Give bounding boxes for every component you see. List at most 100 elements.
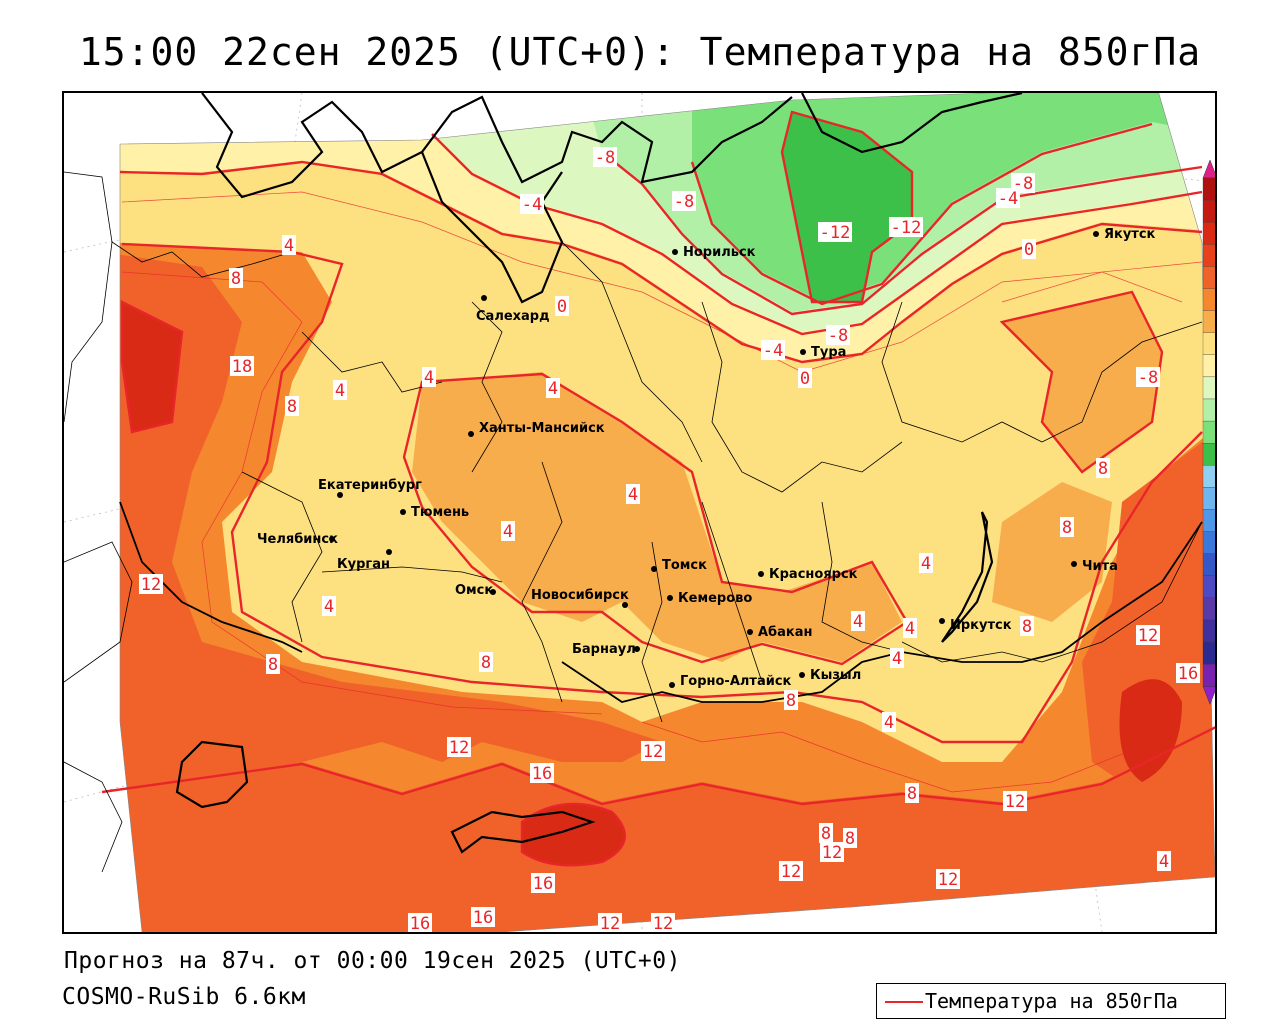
colorbar-swatch: [1202, 266, 1215, 289]
city-label: Курган: [337, 557, 390, 572]
isotherm-label-bg: [1136, 625, 1160, 645]
isotherm-label: 4: [628, 485, 638, 505]
colorbar-swatch: [1202, 244, 1215, 267]
city-label: Новосибирск: [531, 588, 629, 603]
city-dot: [468, 431, 474, 437]
isotherm-label-bg: [531, 873, 555, 893]
city-label: Абакан: [758, 625, 813, 640]
isotherm-label-bg: [1060, 517, 1074, 537]
isotherm-label-bg: [626, 484, 640, 504]
isotherm-label: 8: [1022, 617, 1032, 637]
coastlines: [175, 93, 1023, 854]
isotherm-label-bg: [282, 235, 296, 255]
isotherm-label-bg: [672, 191, 696, 211]
isotherm-label-bg: [882, 712, 896, 732]
colorbar-swatch: [1202, 177, 1215, 201]
isotherm-label: 0: [800, 369, 810, 389]
isotherm-label: 8: [231, 269, 241, 289]
isotherm-label-bg: [1022, 239, 1036, 259]
colorbar: 2824201612840-4-8-12-16-20-24-28-32-36-4…: [1202, 159, 1215, 705]
isotherm-label: 12: [600, 914, 620, 932]
domain-outline: [119, 93, 1215, 932]
city-dot: [386, 549, 392, 555]
isotherm-label-bg: [422, 367, 436, 387]
isotherm-label-bg: [333, 380, 347, 400]
isotherm-label: 12: [653, 914, 673, 932]
temperature-field: [120, 93, 1215, 932]
isotherm-label-bg: [139, 574, 163, 594]
isotherm-label: -12: [820, 223, 851, 243]
isotherm-label-bg: [593, 147, 617, 167]
isotherm-label: 8: [845, 829, 855, 849]
city-label: Тура: [811, 345, 846, 360]
isotherm-label-bg: [818, 222, 852, 242]
city-label: Томск: [662, 558, 707, 573]
isotherm-label: 8: [481, 653, 491, 673]
isotherm-label: 8: [287, 397, 297, 417]
isotherm-label: 4: [905, 619, 915, 639]
isotherm-label: -12: [891, 218, 922, 238]
city-label: Красноярск: [769, 567, 858, 582]
isotherm-label-bg: [843, 828, 857, 848]
colorbar-swatch: [1202, 531, 1215, 554]
isotherm-label: -4: [763, 341, 783, 361]
isotherm-label: 8: [907, 784, 917, 804]
city-dot: [1093, 231, 1099, 237]
isotherm-label-bg: [1096, 458, 1110, 478]
isotherm-label: 4: [921, 554, 931, 574]
city-label: Якутск: [1104, 227, 1156, 242]
isotherm-label: 12: [1005, 792, 1025, 812]
isotherm-label-bg: [820, 842, 844, 862]
isotherm-label-bg: [784, 690, 798, 710]
isotherm-label: -4: [522, 195, 542, 215]
model-name: COSMO-RuSib 6.6км: [62, 984, 306, 1010]
city-label: Ханты-Мансийск: [479, 421, 605, 436]
isotherm-label: 4: [853, 612, 863, 632]
colorbar-swatch: [1202, 398, 1215, 422]
isotherm-label-bg: [479, 652, 493, 672]
isotherm-label-bg: [555, 296, 569, 316]
legend-line-swatch: [885, 1001, 923, 1003]
isotherm-label-bg: [230, 356, 254, 376]
colorbar-swatch: [1202, 465, 1215, 488]
isotherm-label: 12: [781, 862, 801, 882]
isotherm-label-bg: [471, 907, 495, 927]
isotherm-label: 16: [533, 874, 553, 894]
isotherm-label: 18: [232, 357, 252, 377]
city-label: Челябинск: [257, 532, 338, 547]
isotherm-label-bg: [798, 368, 812, 388]
city-dot: [939, 618, 945, 624]
city-label: Чита: [1082, 559, 1118, 574]
city-label: Тюмень: [411, 505, 469, 520]
admin-borders: [64, 171, 1203, 873]
isotherm-label-bg: [889, 217, 923, 237]
colorbar-swatch: [1202, 310, 1215, 333]
isotherm-label: -8: [1138, 368, 1158, 388]
isotherm-label-bg: [890, 648, 904, 668]
isotherm-label: 16: [473, 908, 493, 928]
isotherm-label: 16: [1178, 664, 1198, 684]
isotherm-label: -8: [674, 192, 694, 212]
isotherm-label: 0: [557, 297, 567, 317]
isotherm-label-bg: [826, 325, 850, 345]
isotherm-label: 8: [268, 655, 278, 675]
colorbar-swatch: [1202, 288, 1215, 311]
isotherm-label: 16: [410, 914, 430, 932]
city-markers: Норильск Якутск Салехард Тура Ханты-Мансийск…: [257, 227, 1156, 689]
isotherm-label-bg: [779, 861, 803, 881]
thin-isotherms: [121, 191, 1203, 793]
isotherm-label-bg: [996, 188, 1020, 208]
isotherm-label: 4: [1159, 852, 1169, 872]
colorbar-bottom-arrow: [1202, 686, 1215, 705]
isotherm-label-bg: [641, 741, 665, 761]
isotherm-label: 4: [503, 522, 513, 542]
isotherm-label-bg: [229, 268, 243, 288]
isotherm-label: 12: [449, 738, 469, 758]
isotherm-label-bg: [530, 763, 554, 783]
isotherm-label-bg: [1003, 791, 1027, 811]
isotherm-label-bg: [851, 611, 865, 631]
city-dot: [672, 249, 678, 255]
isotherm-label: 8: [786, 691, 796, 711]
colorbar-swatch: [1202, 420, 1215, 444]
isotherm-label: -4: [998, 189, 1018, 209]
